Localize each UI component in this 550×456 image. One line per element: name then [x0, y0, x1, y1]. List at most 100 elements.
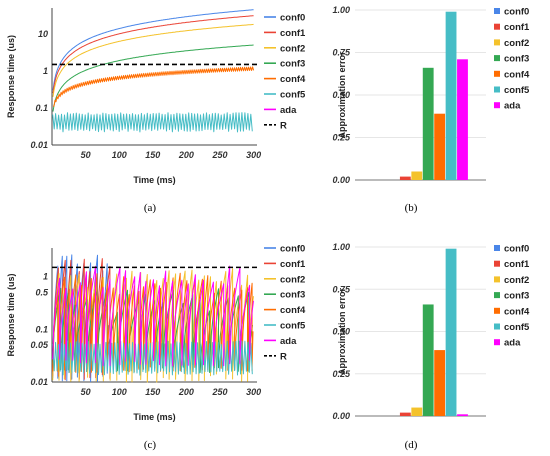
legend-label-conf0: conf0: [504, 244, 529, 255]
legend-label-conf5: conf5: [280, 90, 306, 101]
y-tick-label: 0.01: [30, 140, 48, 150]
legend-label-conf4: conf4: [280, 74, 306, 85]
caption-a: (a): [144, 202, 157, 214]
y-tick-label: 0.50: [332, 327, 350, 337]
y-tick-label: 0.50: [332, 90, 350, 100]
y-tick-label: 0.1: [35, 324, 48, 334]
y-tick-label: 0.00: [332, 411, 350, 421]
x-axis-label: Time (ms): [133, 175, 175, 185]
x-tick-label: 200: [178, 150, 194, 160]
legend-label-conf3: conf3: [504, 54, 529, 65]
y-tick-label: 0.5: [35, 288, 49, 298]
x-tick-label: 300: [246, 387, 261, 397]
panel-a-response-time-chart: 0.01 0.1 1 10 50 100 150 200 250 300 Time (ms) Resp…: [6, 8, 306, 185]
x-tick-label: 50: [81, 150, 91, 160]
series-line-conf4: [53, 66, 255, 107]
legend-label-ada: ada: [280, 336, 297, 347]
legend-swatch: [494, 276, 500, 283]
legend-swatch: [494, 86, 500, 93]
legend-label-ada: ada: [504, 101, 521, 112]
series-line-conf1: [52, 15, 254, 94]
series-line-conf3: [52, 44, 254, 112]
x-tick-label: 150: [145, 150, 160, 160]
series-line-conf2: [52, 23, 254, 97]
legend-label-ada: ada: [504, 338, 521, 349]
legend-label-conf2: conf2: [280, 274, 305, 285]
bar-conf5: [445, 248, 457, 416]
y-tick-label: 10: [38, 29, 48, 39]
legend-label-r: R: [280, 120, 287, 131]
legend-label-conf4: conf4: [504, 69, 530, 80]
legend-label-conf3: conf3: [504, 291, 529, 302]
legend-swatch: [494, 23, 500, 30]
legend-label-conf1: conf1: [280, 259, 306, 270]
y-tick-label: 1.00: [332, 5, 350, 15]
x-axis-label: Time (ms): [133, 412, 175, 422]
y-axis-label: Approximation error: [337, 287, 347, 375]
y-tick-label: 1.00: [332, 242, 350, 252]
y-tick-label: 0.75: [332, 284, 351, 294]
panel-d-approximation-error-chart: 0.00 0.25 0.50 0.75 1.00 Approximation error c…: [332, 242, 530, 421]
legend-label-conf0: conf0: [504, 7, 529, 18]
series-line-conf1: [52, 258, 113, 381]
legend-swatch: [494, 8, 500, 14]
bar-conf3: [422, 304, 434, 416]
y-tick-label: 0.00: [332, 175, 350, 185]
y-axis-label: Response time (us): [6, 273, 16, 356]
y-tick-label: 0.75: [332, 48, 351, 58]
bar-conf2: [411, 407, 423, 416]
caption-b: (b): [405, 202, 418, 214]
legend-label-conf2: conf2: [504, 275, 529, 286]
legend-swatch: [494, 339, 500, 346]
bar-conf1: [399, 176, 411, 180]
y-tick-label: 0.1: [35, 103, 48, 113]
x-tick-label: 50: [81, 387, 91, 397]
x-tick-label: 200: [178, 387, 194, 397]
legend-label-conf3: conf3: [280, 59, 305, 70]
legend-swatch: [494, 260, 500, 267]
legend-label-conf2: conf2: [504, 38, 529, 49]
panel-b-approximation-error-chart: 0.00 0.25 0.50 0.75 1.00 Approximation error c…: [332, 5, 530, 185]
legend-label-r: R: [280, 351, 287, 362]
legend-label-conf1: conf1: [504, 22, 530, 33]
legend-swatch: [494, 55, 500, 62]
legend-swatch: [494, 70, 500, 77]
x-tick-label: 250: [212, 150, 228, 160]
legend-swatch: [494, 245, 500, 251]
legend-label-conf5: conf5: [504, 85, 530, 96]
legend-label-conf1: conf1: [280, 28, 306, 39]
x-tick-label: 150: [145, 387, 160, 397]
series-line-conf0: [52, 9, 254, 91]
y-tick-label: 0.25: [332, 133, 351, 143]
x-tick-label: 250: [212, 387, 228, 397]
x-tick-label: 100: [112, 150, 127, 160]
bar-conf5: [445, 11, 457, 181]
legend-label-conf4: conf4: [280, 305, 306, 316]
bar-conf4: [434, 350, 446, 416]
bar-conf3: [422, 67, 434, 180]
legend-label-conf2: conf2: [280, 43, 305, 54]
series-line-conf5: [52, 112, 253, 133]
legend-label-conf5: conf5: [504, 322, 530, 333]
legend-swatch: [494, 39, 500, 46]
y-axis-label: Approximation error: [337, 51, 347, 139]
y-tick-label: 0.25: [332, 369, 351, 379]
caption-c: (c): [144, 439, 157, 451]
legend-label-conf4: conf4: [504, 306, 530, 317]
bar-conf1: [399, 412, 411, 416]
y-tick-label: 1: [43, 66, 48, 76]
legend-swatch: [494, 307, 500, 314]
x-tick-label: 100: [112, 387, 127, 397]
bar-ada: [457, 59, 468, 180]
bar-ada: [457, 414, 468, 416]
bar-conf2: [411, 171, 423, 180]
legend-label-conf0: conf0: [280, 244, 305, 255]
series-line-ada: [52, 265, 254, 367]
legend-label-conf1: conf1: [504, 259, 530, 270]
caption-d: (d): [405, 439, 418, 451]
legend-label-conf5: conf5: [280, 321, 306, 332]
legend-label-ada: ada: [280, 105, 297, 116]
y-tick-label: 0.01: [30, 377, 48, 387]
